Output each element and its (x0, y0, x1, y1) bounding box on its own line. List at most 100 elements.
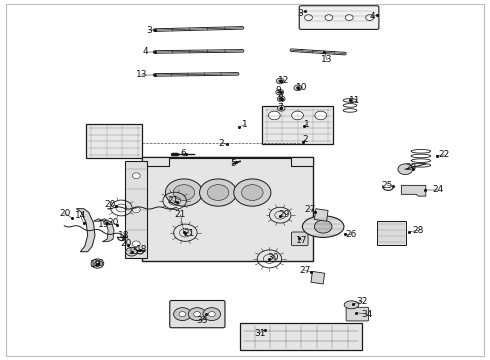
Text: 23: 23 (405, 163, 417, 172)
Text: 20: 20 (107, 218, 118, 227)
FancyBboxPatch shape (299, 6, 379, 30)
Circle shape (132, 207, 140, 213)
Circle shape (199, 179, 237, 206)
Polygon shape (143, 157, 314, 166)
FancyBboxPatch shape (170, 301, 225, 328)
Circle shape (325, 15, 333, 21)
Bar (143, 157, 314, 261)
Text: 5: 5 (230, 159, 236, 168)
Text: 18: 18 (118, 231, 129, 240)
Circle shape (203, 308, 220, 320)
Circle shape (173, 308, 191, 320)
Text: 31: 31 (254, 329, 266, 338)
Circle shape (366, 15, 373, 21)
Circle shape (294, 85, 302, 91)
Circle shape (315, 111, 327, 120)
Circle shape (345, 15, 353, 21)
Text: 21: 21 (184, 229, 195, 238)
Ellipse shape (302, 216, 344, 237)
Text: 19: 19 (90, 260, 102, 269)
Text: 30: 30 (267, 253, 279, 262)
Text: 15: 15 (128, 247, 139, 256)
Circle shape (165, 179, 202, 206)
Text: 13: 13 (321, 55, 333, 64)
Circle shape (269, 111, 280, 120)
Text: 26: 26 (345, 230, 357, 239)
Circle shape (276, 78, 284, 84)
Circle shape (95, 261, 100, 266)
Circle shape (278, 91, 281, 93)
Circle shape (315, 220, 332, 233)
Text: 22: 22 (439, 150, 450, 159)
Circle shape (280, 107, 283, 109)
Text: 27: 27 (304, 204, 316, 213)
Circle shape (305, 15, 313, 21)
Text: 4: 4 (369, 12, 375, 21)
Circle shape (208, 312, 215, 317)
Circle shape (296, 87, 299, 89)
Text: 1: 1 (304, 120, 310, 129)
Bar (377, 221, 406, 244)
Circle shape (126, 247, 138, 256)
Text: 3: 3 (147, 26, 152, 35)
Text: 4: 4 (143, 48, 148, 57)
Circle shape (194, 312, 200, 317)
Circle shape (173, 185, 195, 201)
Text: 14: 14 (74, 211, 86, 220)
FancyBboxPatch shape (346, 307, 368, 321)
Circle shape (276, 89, 284, 95)
Text: 28: 28 (413, 226, 424, 235)
Text: 27: 27 (299, 266, 310, 275)
Circle shape (242, 185, 263, 201)
Text: 34: 34 (362, 310, 373, 319)
Circle shape (277, 105, 285, 111)
Text: 21: 21 (168, 196, 179, 205)
Bar (86, 125, 143, 158)
Text: 19: 19 (98, 220, 110, 229)
Text: 11: 11 (349, 96, 360, 105)
Circle shape (132, 173, 140, 179)
Text: 33: 33 (197, 316, 208, 325)
Circle shape (277, 96, 285, 102)
Text: 2: 2 (303, 135, 308, 144)
Text: 7: 7 (277, 103, 283, 112)
Text: 12: 12 (278, 76, 289, 85)
Text: 18: 18 (136, 245, 147, 254)
Bar (262, 107, 333, 144)
Circle shape (91, 259, 104, 268)
Text: 17: 17 (296, 236, 307, 245)
Text: 2: 2 (219, 139, 224, 148)
Circle shape (279, 80, 282, 82)
Circle shape (179, 312, 186, 317)
Polygon shape (311, 271, 325, 284)
Text: 21: 21 (175, 210, 186, 219)
Text: 29: 29 (278, 210, 289, 219)
Text: 32: 32 (357, 297, 368, 306)
Text: 16: 16 (93, 259, 104, 268)
Text: 20: 20 (104, 200, 116, 209)
Polygon shape (76, 209, 95, 252)
Text: 8: 8 (278, 94, 284, 103)
Text: 1: 1 (242, 120, 248, 129)
Polygon shape (401, 185, 426, 196)
Circle shape (188, 308, 206, 320)
Bar (125, 161, 147, 258)
Circle shape (132, 241, 140, 247)
Circle shape (398, 164, 413, 175)
Polygon shape (94, 219, 114, 242)
Text: 20: 20 (59, 209, 71, 218)
Circle shape (280, 98, 283, 100)
Circle shape (207, 185, 229, 201)
Polygon shape (315, 209, 328, 221)
Bar (240, 323, 362, 350)
Text: 6: 6 (180, 149, 186, 158)
Text: 24: 24 (432, 185, 443, 194)
Text: 3: 3 (297, 9, 303, 18)
Circle shape (292, 111, 303, 120)
Text: 20: 20 (121, 239, 132, 248)
Text: 9: 9 (276, 86, 282, 95)
FancyBboxPatch shape (292, 232, 308, 246)
Text: 25: 25 (382, 180, 393, 189)
Ellipse shape (344, 301, 359, 309)
Text: 13: 13 (136, 71, 147, 80)
